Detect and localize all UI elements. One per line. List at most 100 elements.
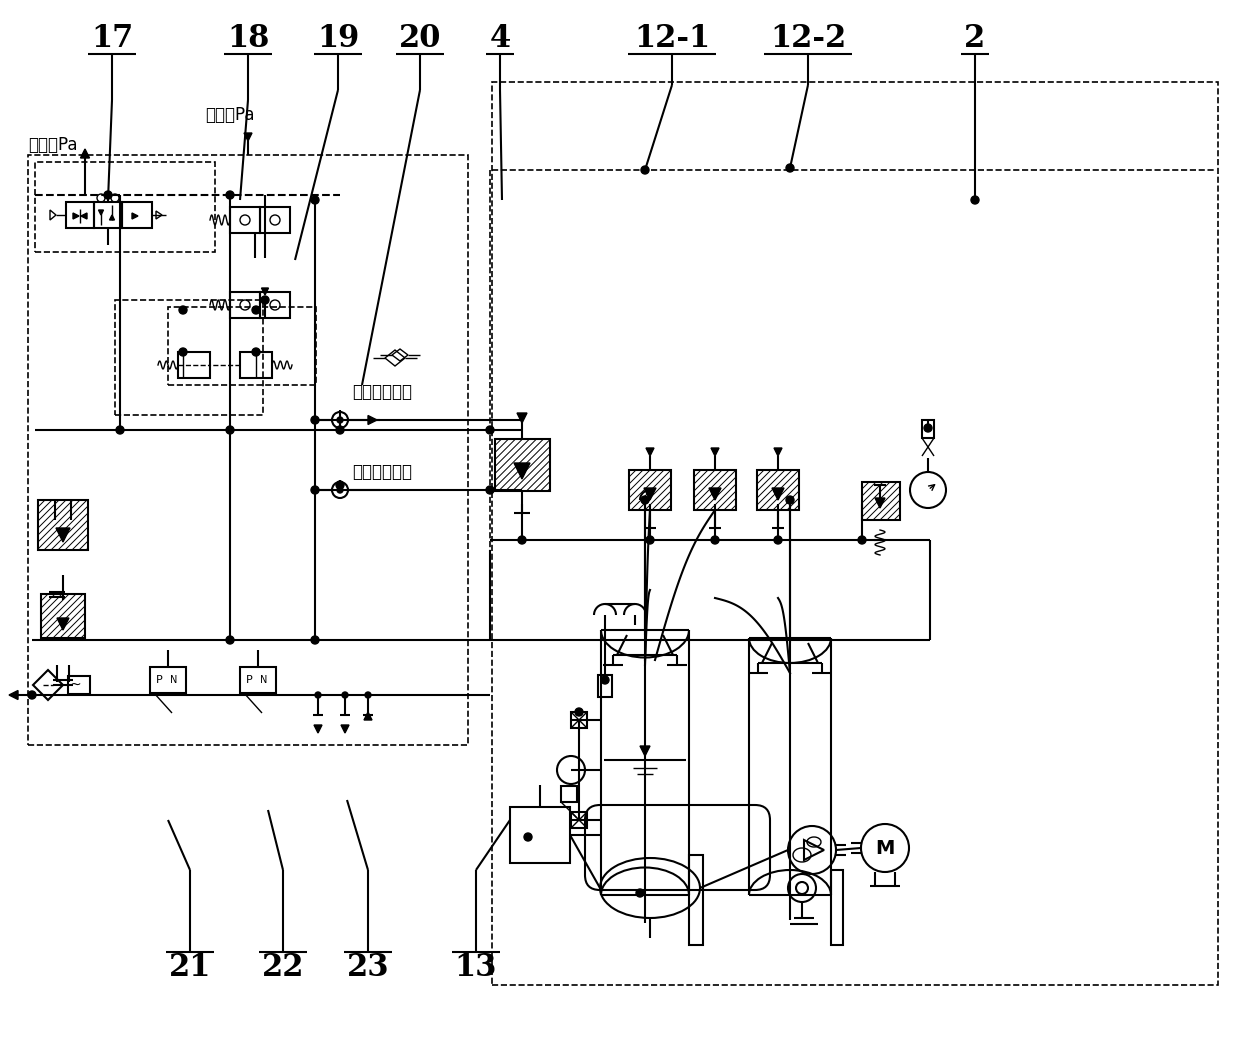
Polygon shape	[774, 448, 782, 456]
Circle shape	[179, 348, 187, 356]
Polygon shape	[644, 488, 656, 500]
Bar	[495, 439, 549, 491]
Text: 19: 19	[317, 22, 360, 53]
Bar	[68, 676, 91, 694]
Circle shape	[486, 426, 494, 434]
Circle shape	[226, 636, 234, 644]
Circle shape	[336, 426, 343, 434]
Bar	[241, 352, 272, 378]
Text: 17: 17	[91, 22, 133, 53]
Circle shape	[311, 636, 319, 644]
Bar	[694, 470, 737, 510]
Polygon shape	[368, 416, 377, 424]
Polygon shape	[709, 488, 720, 500]
Text: M: M	[875, 839, 895, 858]
Circle shape	[226, 426, 234, 434]
Text: 活动横梁提升: 活动横梁提升	[352, 383, 412, 401]
Bar	[94, 202, 122, 227]
Polygon shape	[646, 448, 653, 456]
Circle shape	[104, 191, 112, 199]
Circle shape	[971, 196, 980, 204]
Text: N: N	[260, 675, 268, 685]
Bar	[260, 207, 290, 233]
Polygon shape	[57, 618, 69, 630]
Polygon shape	[81, 149, 89, 158]
Bar	[260, 292, 290, 318]
Text: 13: 13	[455, 952, 497, 983]
Bar	[560, 786, 577, 802]
Bar	[570, 712, 587, 728]
Bar	[492, 82, 1218, 985]
Polygon shape	[365, 712, 372, 720]
Circle shape	[337, 417, 343, 423]
Bar	[38, 500, 88, 550]
Circle shape	[315, 692, 321, 698]
Circle shape	[311, 196, 319, 204]
Bar	[510, 807, 570, 863]
Circle shape	[575, 708, 583, 716]
Text: 蓄势器Pa: 蓄势器Pa	[29, 136, 78, 154]
Text: 蓄势器Pa: 蓄势器Pa	[205, 106, 254, 124]
Polygon shape	[875, 497, 885, 508]
Polygon shape	[109, 215, 114, 220]
Text: P: P	[156, 675, 162, 685]
Polygon shape	[341, 725, 348, 733]
Circle shape	[117, 426, 124, 434]
Bar	[689, 855, 703, 945]
Circle shape	[525, 833, 532, 841]
Text: 4: 4	[490, 22, 511, 53]
Circle shape	[252, 348, 260, 356]
Text: 21: 21	[169, 952, 211, 983]
Bar	[150, 667, 186, 693]
Polygon shape	[81, 213, 87, 219]
Circle shape	[486, 486, 494, 494]
Circle shape	[311, 486, 319, 494]
Bar	[29, 155, 467, 745]
Polygon shape	[515, 463, 529, 479]
Circle shape	[518, 536, 526, 544]
Circle shape	[336, 480, 343, 489]
Bar	[66, 202, 94, 227]
Circle shape	[774, 536, 782, 544]
Polygon shape	[262, 288, 269, 296]
Bar	[41, 594, 86, 638]
Text: 20: 20	[399, 22, 441, 53]
Bar	[35, 162, 215, 252]
Polygon shape	[314, 725, 322, 733]
Polygon shape	[640, 746, 650, 756]
Bar	[862, 482, 900, 520]
Circle shape	[179, 306, 187, 314]
Circle shape	[365, 692, 371, 698]
Polygon shape	[73, 213, 79, 219]
Text: 22: 22	[262, 952, 304, 983]
Circle shape	[29, 691, 36, 699]
Text: ~: ~	[69, 678, 81, 692]
Circle shape	[786, 496, 794, 504]
Polygon shape	[773, 488, 784, 500]
Bar	[241, 667, 277, 693]
Circle shape	[636, 889, 644, 897]
Polygon shape	[517, 414, 527, 423]
Text: 18: 18	[227, 22, 269, 53]
Bar	[115, 300, 263, 415]
Text: N: N	[170, 675, 177, 685]
Text: 12-2: 12-2	[770, 22, 846, 53]
Bar	[756, 470, 799, 510]
Circle shape	[311, 416, 319, 424]
Bar	[598, 675, 613, 697]
Circle shape	[342, 692, 348, 698]
Polygon shape	[711, 448, 719, 456]
Circle shape	[711, 536, 719, 544]
Circle shape	[858, 536, 866, 544]
Circle shape	[601, 676, 609, 684]
Circle shape	[337, 487, 343, 493]
Bar	[923, 420, 934, 438]
Bar	[229, 292, 260, 318]
Bar	[167, 307, 316, 385]
Bar	[122, 202, 153, 227]
Polygon shape	[98, 210, 103, 215]
Bar	[629, 470, 671, 510]
Circle shape	[641, 166, 649, 174]
Text: 23: 23	[347, 952, 389, 983]
Bar	[831, 870, 843, 945]
